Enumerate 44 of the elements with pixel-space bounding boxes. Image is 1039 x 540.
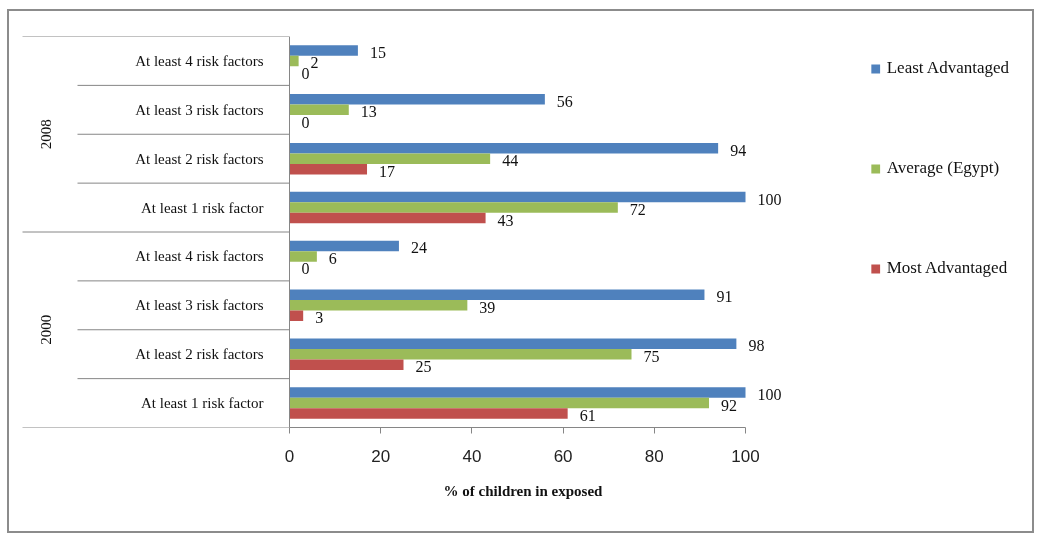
- data-label: 43: [497, 211, 514, 229]
- x-tick-label: 60: [553, 446, 573, 466]
- y-tick-label: At least 4 risk factors: [135, 52, 264, 69]
- y-tick-label: At least 1 risk factor: [141, 199, 264, 216]
- data-label: 91: [716, 288, 733, 306]
- data-label: 94: [730, 141, 747, 159]
- y-tick-label: At least 4 risk factors: [135, 248, 264, 265]
- text: 2000: [37, 314, 54, 345]
- data-label: 72: [629, 201, 646, 219]
- data-label: 56: [556, 92, 573, 110]
- text: 2008: [37, 119, 54, 150]
- data-label: 6: [328, 249, 337, 267]
- data-label: 92: [721, 396, 738, 414]
- y-tick-label: At least 2 risk factors: [135, 150, 264, 167]
- data-label: 100: [757, 386, 782, 404]
- legend-label: Least Advantaged: [886, 58, 1009, 78]
- x-tick-label: 80: [644, 446, 664, 466]
- x-tick-label: 20: [371, 446, 391, 466]
- data-label: 39: [479, 298, 496, 316]
- data-label: 75: [643, 347, 660, 365]
- data-label: 100: [757, 190, 782, 208]
- data-label: 98: [748, 337, 765, 355]
- data-label: 0: [301, 113, 310, 131]
- data-label: 2: [310, 54, 319, 72]
- data-label: 61: [579, 407, 596, 425]
- legend-label: Average (Egypt): [886, 158, 1000, 178]
- data-label: 44: [502, 152, 519, 170]
- y-tick-label: At least 3 risk factors: [135, 297, 264, 314]
- y-tick-label: At least 2 risk factors: [135, 346, 264, 363]
- data-label: 24: [410, 239, 427, 257]
- legend-label: Most Advantaged: [886, 258, 1008, 278]
- data-label: 3: [315, 309, 324, 327]
- x-axis-title: % of children in exposed: [443, 482, 604, 499]
- data-label: 17: [379, 162, 396, 180]
- data-label: 0: [301, 64, 310, 82]
- data-label: 13: [360, 103, 377, 121]
- x-tick-label: 40: [462, 446, 482, 466]
- x-tick-label: 100: [731, 446, 760, 466]
- x-tick-label: 0: [284, 446, 295, 466]
- y-tick-label: At least 1 risk factor: [141, 395, 264, 412]
- data-label: 0: [301, 260, 310, 278]
- y-tick-label: At least 3 risk factors: [135, 101, 264, 118]
- data-label: 25: [415, 358, 432, 376]
- data-label: 15: [369, 43, 386, 61]
